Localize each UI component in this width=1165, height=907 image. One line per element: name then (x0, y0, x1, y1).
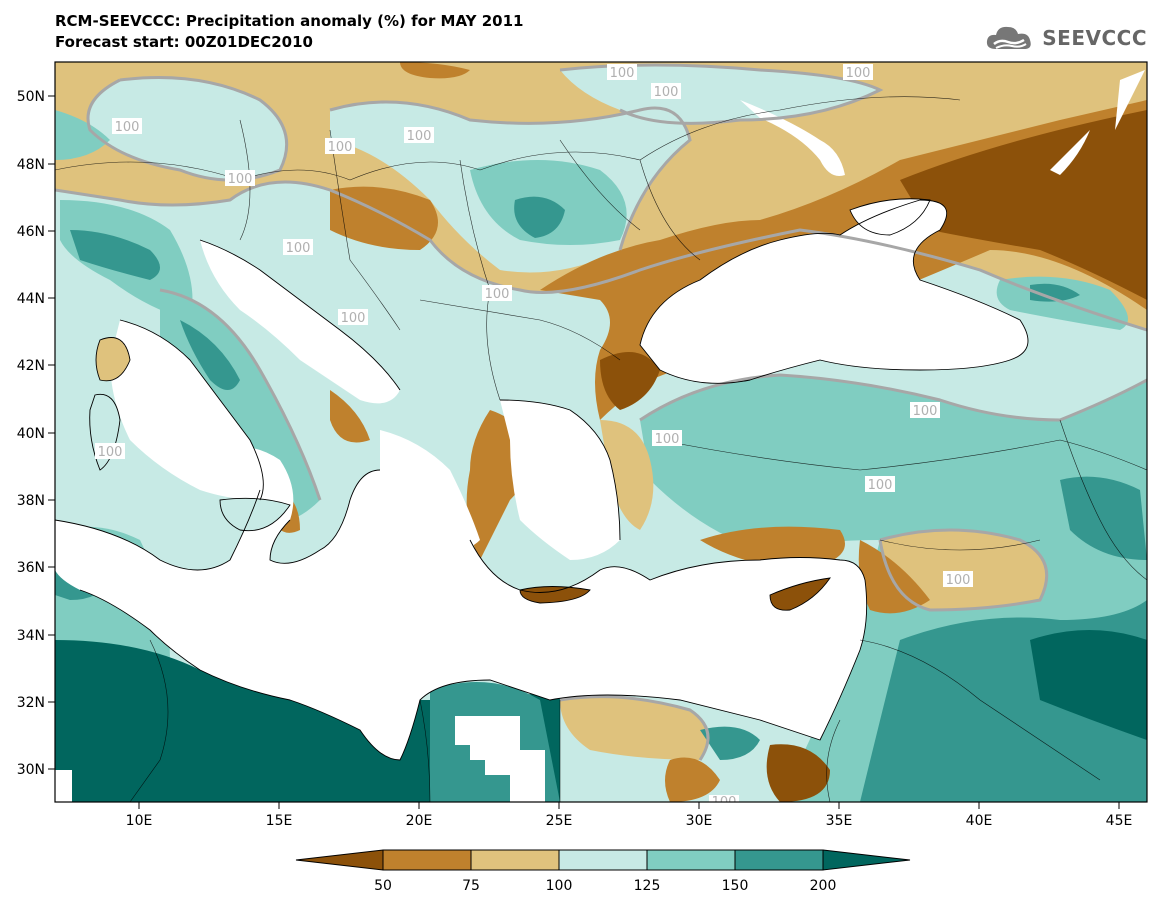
svg-text:100: 100 (946, 573, 971, 588)
map-frame (54, 61, 1148, 803)
lon-tick-label: 40E (966, 813, 993, 829)
contour-label: 100 (651, 83, 681, 100)
legend-swatch-125-150 (646, 849, 736, 871)
contour-label: 100 (482, 285, 512, 302)
contour-label: 100 (652, 430, 682, 447)
map-title: RCM-SEEVCCC: Precipitation anomaly (%) f… (55, 12, 524, 30)
contour-label: 100 (709, 795, 739, 810)
lon-tick-label: 35E (826, 813, 853, 829)
legend-label: 200 (810, 878, 837, 894)
contour-label: 100 (910, 402, 940, 419)
lon-tick-label: 20E (406, 813, 433, 829)
lat-tick-label: 38N (17, 493, 45, 509)
lat-tick-label: 50N (17, 89, 45, 105)
lon-tick-label: 15E (266, 813, 293, 829)
contour-label: 100 (325, 138, 355, 155)
svg-text:100: 100 (846, 66, 871, 81)
svg-text:100: 100 (407, 129, 432, 144)
contour-label: 100 (283, 239, 313, 256)
svg-text:100: 100 (341, 311, 366, 326)
svg-text:100: 100 (115, 120, 140, 135)
contour-label: 100 (843, 64, 873, 81)
contour-label: 100 (338, 309, 368, 326)
legend-label: 100 (546, 878, 573, 894)
legend-swatch-150-200 (734, 849, 824, 871)
lon-tick-label: 25E (546, 813, 573, 829)
cloud-logo-icon (987, 26, 1031, 49)
lat-tick-label: 46N (17, 224, 45, 240)
svg-text:100: 100 (610, 66, 635, 81)
lat-tick-label: 30N (17, 762, 45, 778)
anomaly-field: 100 100 100 100 100 100 100 100 100 100 … (55, 62, 1147, 810)
legend-swatch-above-200 (822, 849, 911, 871)
legend-swatch-100-125 (558, 849, 648, 871)
coastlines (55, 198, 1029, 761)
lat-tick-label: 36N (17, 560, 45, 576)
lat-tick-label: 48N (17, 157, 45, 173)
svg-text:100: 100 (98, 445, 123, 460)
legend-swatch-below-50 (295, 849, 384, 871)
lat-tick-label: 42N (17, 358, 45, 374)
lon-tick-label: 10E (126, 813, 153, 829)
contour-lines (55, 63, 1147, 761)
lat-tick-label: 44N (17, 291, 45, 307)
contour-label: 100 (865, 476, 895, 493)
svg-text:100: 100 (485, 287, 510, 302)
legend-label: 50 (374, 878, 392, 894)
lat-tick-label: 34N (17, 628, 45, 644)
svg-text:100: 100 (655, 432, 680, 447)
svg-text:100: 100 (712, 795, 737, 810)
legend-label: 150 (722, 878, 749, 894)
lat-tick-label: 40N (17, 426, 45, 442)
contour-labels: 100 100 100 100 100 100 100 100 100 100 … (95, 64, 973, 810)
legend-label: 125 (634, 878, 661, 894)
legend-swatch-50-75 (382, 849, 472, 871)
lat-axis: 50N 48N 46N 44N 42N 40N 38N 36N 34N 32N … (17, 89, 55, 778)
svg-text:100: 100 (328, 140, 353, 155)
seevccc-logo: SEEVCCC (984, 22, 1147, 54)
svg-text:100: 100 (228, 172, 253, 187)
contour-label: 100 (607, 64, 637, 81)
svg-text:100: 100 (913, 404, 938, 419)
svg-text:100: 100 (286, 241, 311, 256)
country-borders (55, 96, 1147, 802)
lon-axis: 10E 15E 20E 25E 30E 35E 40E 45E (126, 802, 1133, 829)
forecast-start-label: Forecast start: 00Z01DEC2010 (55, 33, 313, 51)
contour-label: 100 (95, 443, 125, 460)
lon-tick-label: 30E (686, 813, 713, 829)
color-legend: 50 75 100 125 150 200 (295, 849, 911, 894)
contour-label: 100 (943, 571, 973, 588)
contour-label: 100 (225, 170, 255, 187)
legend-label: 75 (462, 878, 480, 894)
logo-text: SEEVCCC (1042, 26, 1147, 50)
contour-label: 100 (404, 127, 434, 144)
lat-tick-label: 32N (17, 695, 45, 711)
legend-swatch-75-100 (470, 849, 560, 871)
svg-text:100: 100 (654, 85, 679, 100)
lon-tick-label: 45E (1106, 813, 1133, 829)
contour-label: 100 (112, 118, 142, 135)
svg-text:100: 100 (868, 478, 893, 493)
